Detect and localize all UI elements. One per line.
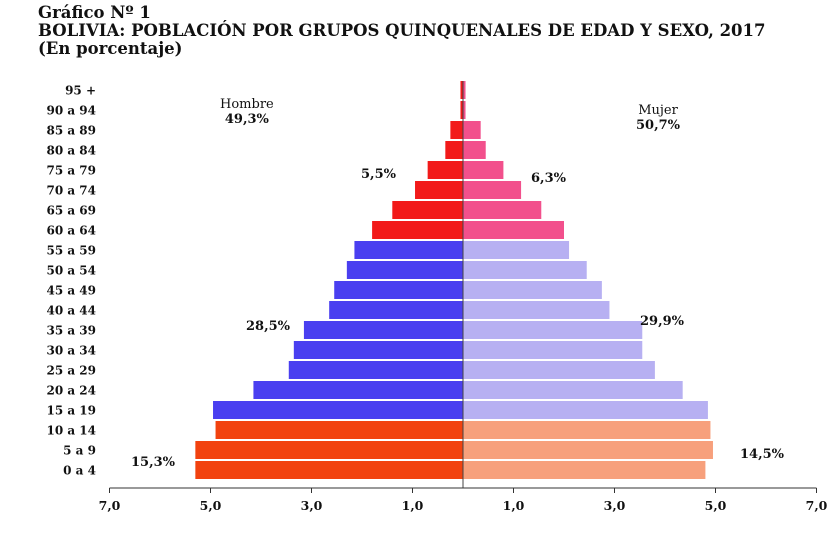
x-tick-label: 7,0 <box>806 498 828 513</box>
figure-label: Gráfico Nº 1 <box>38 3 151 22</box>
bar-female-0-a-4 <box>463 461 706 479</box>
bar-male-95-+ <box>460 81 463 99</box>
chart-subtitle: (En porcentaje) <box>38 39 183 58</box>
bar-female-30-a-34 <box>463 341 643 359</box>
age-group-label: 20 a 24 <box>46 384 96 398</box>
bar-female-35-a-39 <box>463 321 643 339</box>
bar-male-50-a-54 <box>346 261 463 279</box>
age-group-label: 50 a 54 <box>46 264 96 278</box>
x-tick-label: 7,0 <box>99 498 121 513</box>
age-group-label: 95 + <box>65 84 96 98</box>
female-total-annotation: Mujer 50,7% <box>636 103 680 133</box>
female-old-pct: 6,3% <box>531 171 566 186</box>
bar-male-55-a-59 <box>354 241 463 259</box>
bar-male-35-a-39 <box>303 321 463 339</box>
bar-male-30-a-34 <box>293 341 463 359</box>
bar-male-5-a-9 <box>195 441 463 459</box>
age-group-label: 45 a 49 <box>46 284 96 298</box>
bar-female-45-a-49 <box>463 281 602 299</box>
age-group-label: 40 a 44 <box>46 304 96 318</box>
x-tick-label: 1,0 <box>503 498 525 513</box>
age-group-label: 35 a 39 <box>46 324 96 338</box>
bar-male-40-a-44 <box>329 301 463 319</box>
bar-male-65-a-69 <box>392 201 463 219</box>
chart-header: Gráfico Nº 1 BOLIVIA: POBLACIÓN POR GRUP… <box>38 4 766 58</box>
bar-male-15-a-19 <box>213 401 463 419</box>
age-group-label: 0 a 4 <box>63 464 96 478</box>
bar-female-10-a-14 <box>463 421 711 439</box>
age-group-label: 25 a 29 <box>46 364 96 378</box>
bar-female-90-a-94 <box>463 101 466 119</box>
male-total-annotation: Hombre 49,3% <box>220 97 274 127</box>
male-adult-pct: 28,5% <box>246 319 291 334</box>
bar-male-85-a-89 <box>450 121 463 139</box>
age-group-label: 60 a 64 <box>46 224 96 238</box>
age-group-label: 5 a 9 <box>63 444 96 458</box>
age-group-label: 80 a 84 <box>46 144 96 158</box>
bar-female-95-+ <box>463 81 466 99</box>
male-old-pct: 5,5% <box>361 167 396 182</box>
x-tick-label: 3,0 <box>301 498 323 513</box>
bar-female-20-a-24 <box>463 381 683 399</box>
bar-female-70-a-74 <box>463 181 522 199</box>
x-tick-label: 5,0 <box>705 498 727 513</box>
bar-female-60-a-64 <box>463 221 564 239</box>
x-tick-label: 5,0 <box>200 498 222 513</box>
female-adult-pct: 29,9% <box>640 314 685 329</box>
bar-male-0-a-4 <box>195 461 463 479</box>
age-group-label: 15 a 19 <box>46 404 96 418</box>
bar-female-15-a-19 <box>463 401 708 419</box>
bar-female-25-a-29 <box>463 361 655 379</box>
bar-male-80-a-84 <box>445 141 463 159</box>
age-group-label: 30 a 34 <box>46 344 96 358</box>
bar-female-50-a-54 <box>463 261 587 279</box>
male-total-label: Hombre <box>220 97 274 112</box>
bar-male-90-a-94 <box>460 101 463 119</box>
male-total-value: 49,3% <box>224 112 269 127</box>
female-total-label: Mujer <box>638 103 678 118</box>
bar-male-10-a-14 <box>215 421 463 439</box>
age-group-label: 70 a 74 <box>46 184 96 198</box>
bar-male-60-a-64 <box>372 221 463 239</box>
bar-male-25-a-29 <box>288 361 463 379</box>
bar-male-20-a-24 <box>253 381 463 399</box>
bar-male-45-a-49 <box>334 281 463 299</box>
x-tick-label: 1,0 <box>402 498 424 513</box>
female-young-pct: 14,5% <box>740 447 785 462</box>
bar-female-55-a-59 <box>463 241 570 259</box>
female-total-value: 50,7% <box>636 118 681 133</box>
bar-male-75-a-79 <box>427 161 463 179</box>
bar-male-70-a-74 <box>415 181 463 199</box>
bar-female-75-a-79 <box>463 161 504 179</box>
age-group-label: 90 a 94 <box>46 104 96 118</box>
x-tick-label: 3,0 <box>604 498 626 513</box>
bar-female-40-a-44 <box>463 301 610 319</box>
age-group-label: 65 a 69 <box>46 204 96 218</box>
bar-female-5-a-9 <box>463 441 713 459</box>
age-group-label: 75 a 79 <box>46 164 96 178</box>
bar-female-65-a-69 <box>463 201 542 219</box>
male-young-pct: 15,3% <box>131 455 176 470</box>
bar-female-80-a-84 <box>463 141 486 159</box>
age-group-label: 85 a 89 <box>46 124 96 138</box>
age-group-label: 10 a 14 <box>46 424 96 438</box>
bar-female-85-a-89 <box>463 121 481 139</box>
age-group-label: 55 a 59 <box>46 244 96 258</box>
chart-title: BOLIVIA: POBLACIÓN POR GRUPOS QUINQUENAL… <box>38 21 766 40</box>
